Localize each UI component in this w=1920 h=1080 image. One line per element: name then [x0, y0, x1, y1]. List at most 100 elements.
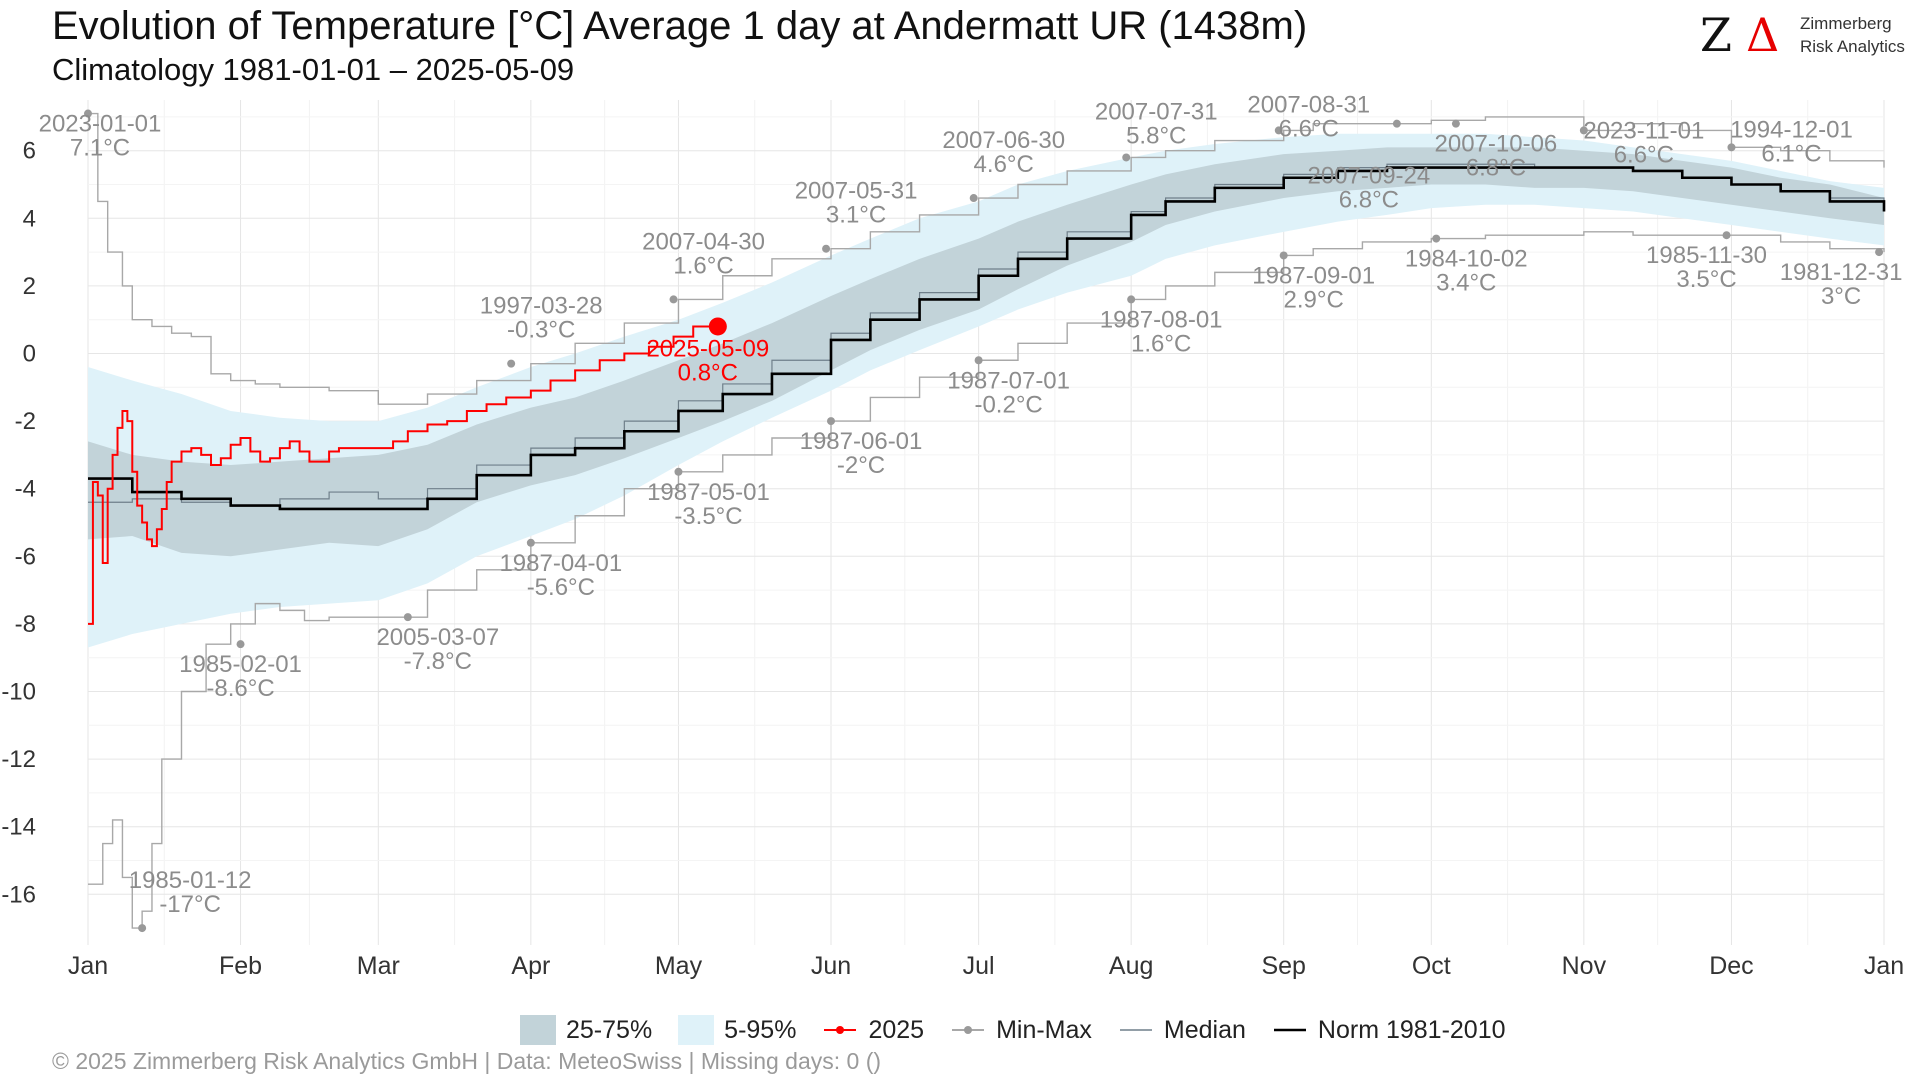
x-tick-label: Feb — [219, 952, 262, 980]
record-value-label: 1.6°C — [673, 252, 733, 279]
record-date-label: 1987-06-01 — [800, 428, 923, 455]
record-value-label: -2°C — [837, 452, 885, 479]
legend-swatch-band-5-95 — [678, 1015, 715, 1045]
series-norm-line — [88, 166, 1886, 511]
record-point — [84, 109, 92, 118]
record-value-label: 2.9°C — [1284, 286, 1344, 313]
x-tick-label: Dec — [1709, 952, 1753, 980]
legend-label: 25-75% — [566, 1015, 653, 1044]
record-value-label: 7.1°C — [70, 135, 130, 162]
logo-delta-mark: Δ — [1746, 8, 1780, 62]
record-date-label: 2007-07-31 — [1095, 98, 1218, 125]
company-logo: Z Δ Zimmerberg Risk Analytics — [1700, 10, 1905, 60]
legend-swatch-norm — [1273, 1028, 1306, 1032]
record-date-label: 1987-07-01 — [947, 367, 1070, 394]
record-point — [969, 194, 978, 203]
temperature-chart: 2025-05-090.8°C 2023-01-017.1°C 1985-01-12… — [1, 91, 1904, 980]
record-value-label: -7.8°C — [404, 648, 472, 675]
copyright-note: © 2025 Zimmerberg Risk Analytics GmbH | … — [52, 1048, 882, 1074]
x-tick-label: Jan — [1864, 952, 1904, 980]
series-2025-current-point — [708, 317, 727, 336]
legend-label: 5-95% — [724, 1015, 797, 1044]
record-point — [974, 356, 983, 365]
legend-item-minmax: Min-Max — [950, 1015, 1092, 1045]
record-value-label: -0.3°C — [507, 317, 575, 344]
record-point — [669, 295, 678, 304]
x-tick-label: Jun — [811, 952, 851, 980]
record-point — [1451, 119, 1460, 128]
chart-legend: 25-75% 5-95% 2025 Min-Max Median Norm 19… — [520, 1013, 1532, 1047]
legend-item-median: Median — [1118, 1015, 1246, 1045]
x-tick-label: May — [655, 952, 703, 980]
x-tick-label: Sep — [1261, 952, 1305, 980]
record-point — [1579, 126, 1588, 135]
record-point — [827, 417, 836, 426]
record-value-label: -3.5°C — [674, 503, 742, 530]
y-tick-label: 4 — [23, 205, 36, 232]
record-point — [403, 613, 412, 622]
record-date-label: 1987-04-01 — [499, 550, 622, 577]
y-tick-label: 2 — [23, 273, 36, 300]
record-point — [236, 640, 245, 649]
legend-label: 2025 — [868, 1015, 925, 1044]
record-point — [822, 244, 831, 253]
record-value-label: 6.6°C — [1279, 115, 1339, 142]
x-tick-label: Jul — [963, 952, 995, 980]
record-value-label: 1.6°C — [1131, 330, 1191, 357]
record-point — [138, 924, 147, 933]
record-date-label: 2007-09-24 — [1307, 163, 1430, 190]
record-date-label: 1984-10-02 — [1405, 246, 1528, 273]
record-date-label: 1987-08-01 — [1100, 306, 1223, 333]
record-date-label: 2023-01-01 — [39, 111, 162, 138]
record-value-label: 6.8°C — [1466, 155, 1526, 182]
record-point — [1274, 126, 1283, 135]
record-point — [1279, 251, 1288, 260]
legend-item-2025: 2025 — [822, 1015, 924, 1045]
x-tick-label: Oct — [1412, 952, 1451, 980]
current-point-value-label: 0.8°C — [678, 359, 738, 386]
record-point — [1127, 295, 1136, 304]
y-tick-label: -16 — [1, 881, 36, 908]
y-tick-label: -14 — [1, 814, 36, 841]
y-tick-label: -6 — [15, 543, 36, 570]
record-date-label: 2007-06-30 — [942, 127, 1065, 154]
logo-z-mark: Z — [1700, 8, 1732, 62]
y-tick-label: -4 — [15, 476, 36, 503]
record-date-label: 2007-05-31 — [795, 178, 918, 205]
record-date-label: 1981-12-31 — [1780, 259, 1903, 286]
x-tick-label: Apr — [511, 952, 550, 980]
y-tick-label: 6 — [23, 138, 36, 165]
record-value-label: -0.2°C — [974, 391, 1042, 418]
y-tick-label: -8 — [15, 611, 36, 638]
x-tick-label: Aug — [1109, 952, 1153, 980]
record-point — [1122, 153, 1131, 162]
record-point — [526, 538, 535, 547]
legend-swatch-median — [1119, 1029, 1152, 1031]
y-tick-label: -2 — [15, 408, 36, 435]
record-value-label: -5.6°C — [527, 574, 595, 601]
record-value-label: 3.1°C — [826, 202, 886, 229]
x-tick-label: Jan — [68, 952, 108, 980]
record-point — [1432, 234, 1441, 243]
x-tick-label: Nov — [1562, 952, 1607, 980]
y-tick-label: 0 — [23, 341, 36, 368]
record-date-label: 2007-08-31 — [1247, 91, 1370, 118]
legend-item-band-5-95: 5-95% — [678, 1015, 796, 1045]
record-date-label: 1987-05-01 — [647, 479, 770, 506]
logo-name-line1: Zimmerberg — [1800, 14, 1892, 33]
record-point — [1727, 143, 1736, 152]
current-point-date-label: 2025-05-09 — [646, 335, 769, 362]
record-value-label: 3.5°C — [1676, 266, 1736, 293]
legend-label: Min-Max — [996, 1015, 1092, 1044]
chart-subtitle: Climatology 1981-01-01 – 2025-05-09 — [52, 52, 575, 87]
record-value-label: 5.8°C — [1126, 122, 1186, 149]
record-date-label: 1997-03-28 — [480, 293, 603, 320]
record-value-label: 3.4°C — [1436, 270, 1496, 297]
record-value-label: 6.8°C — [1339, 187, 1399, 214]
band-5-95 — [88, 133, 1884, 648]
record-value-label: -17°C — [159, 891, 221, 918]
record-point — [1392, 119, 1401, 128]
legend-label: Norm 1981-2010 — [1317, 1015, 1506, 1044]
series-min-line — [88, 231, 1885, 929]
record-point — [1875, 248, 1884, 257]
